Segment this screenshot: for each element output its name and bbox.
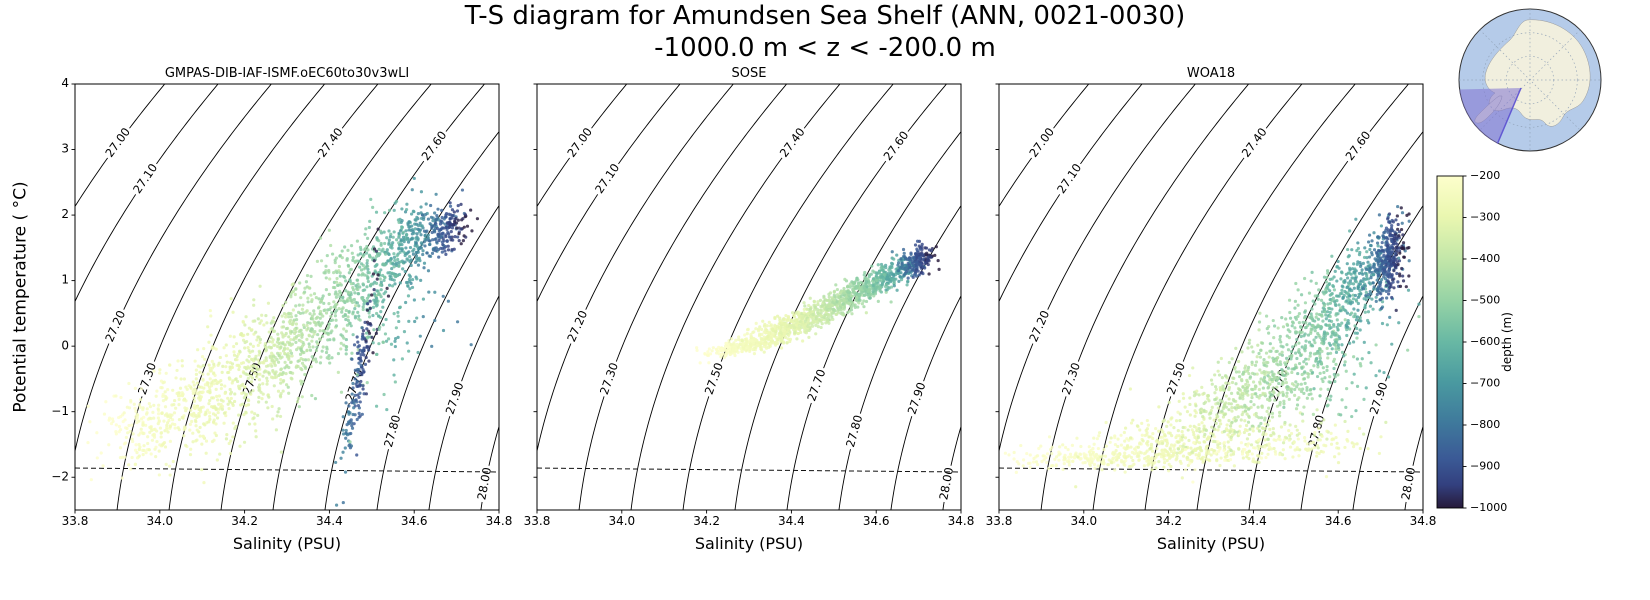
colorbar-label-wrap: depth (m) <box>1494 176 1520 508</box>
amundsen-sea-region-highlight <box>1459 88 1521 144</box>
y-axis-label-wrap: Potential temperature ( °C) <box>0 84 42 510</box>
colorbar-label: depth (m) <box>1500 312 1515 372</box>
inset-graticule <box>1459 9 1601 151</box>
figure-title: T-S diagram for Amundsen Sea Shelf (ANN,… <box>464 1 1186 31</box>
antarctica-inset-map <box>1458 8 1602 152</box>
panel-title-gmpas: GMPAS-DIB-IAF-ISMF.oEC60to30v3wLI <box>164 66 410 81</box>
x-axis-label-1: Salinity (PSU) <box>232 534 342 553</box>
graticule-meridian-d2 <box>1479 29 1581 131</box>
figure-subtitle: -1000.0 m < z < -200.0 m <box>654 33 996 63</box>
panel-title-sose: SOSE <box>731 66 767 81</box>
graticule-circle-70s <box>1482 32 1578 128</box>
amundsen-sea-region-edge <box>1496 87 1522 144</box>
y-axis-label: Potential temperature ( °C) <box>11 181 31 413</box>
x-axis-label-2: Salinity (PSU) <box>694 534 804 553</box>
panel-title-woa18: WOA18 <box>1186 66 1236 81</box>
x-axis-label-3: Salinity (PSU) <box>1156 534 1266 553</box>
